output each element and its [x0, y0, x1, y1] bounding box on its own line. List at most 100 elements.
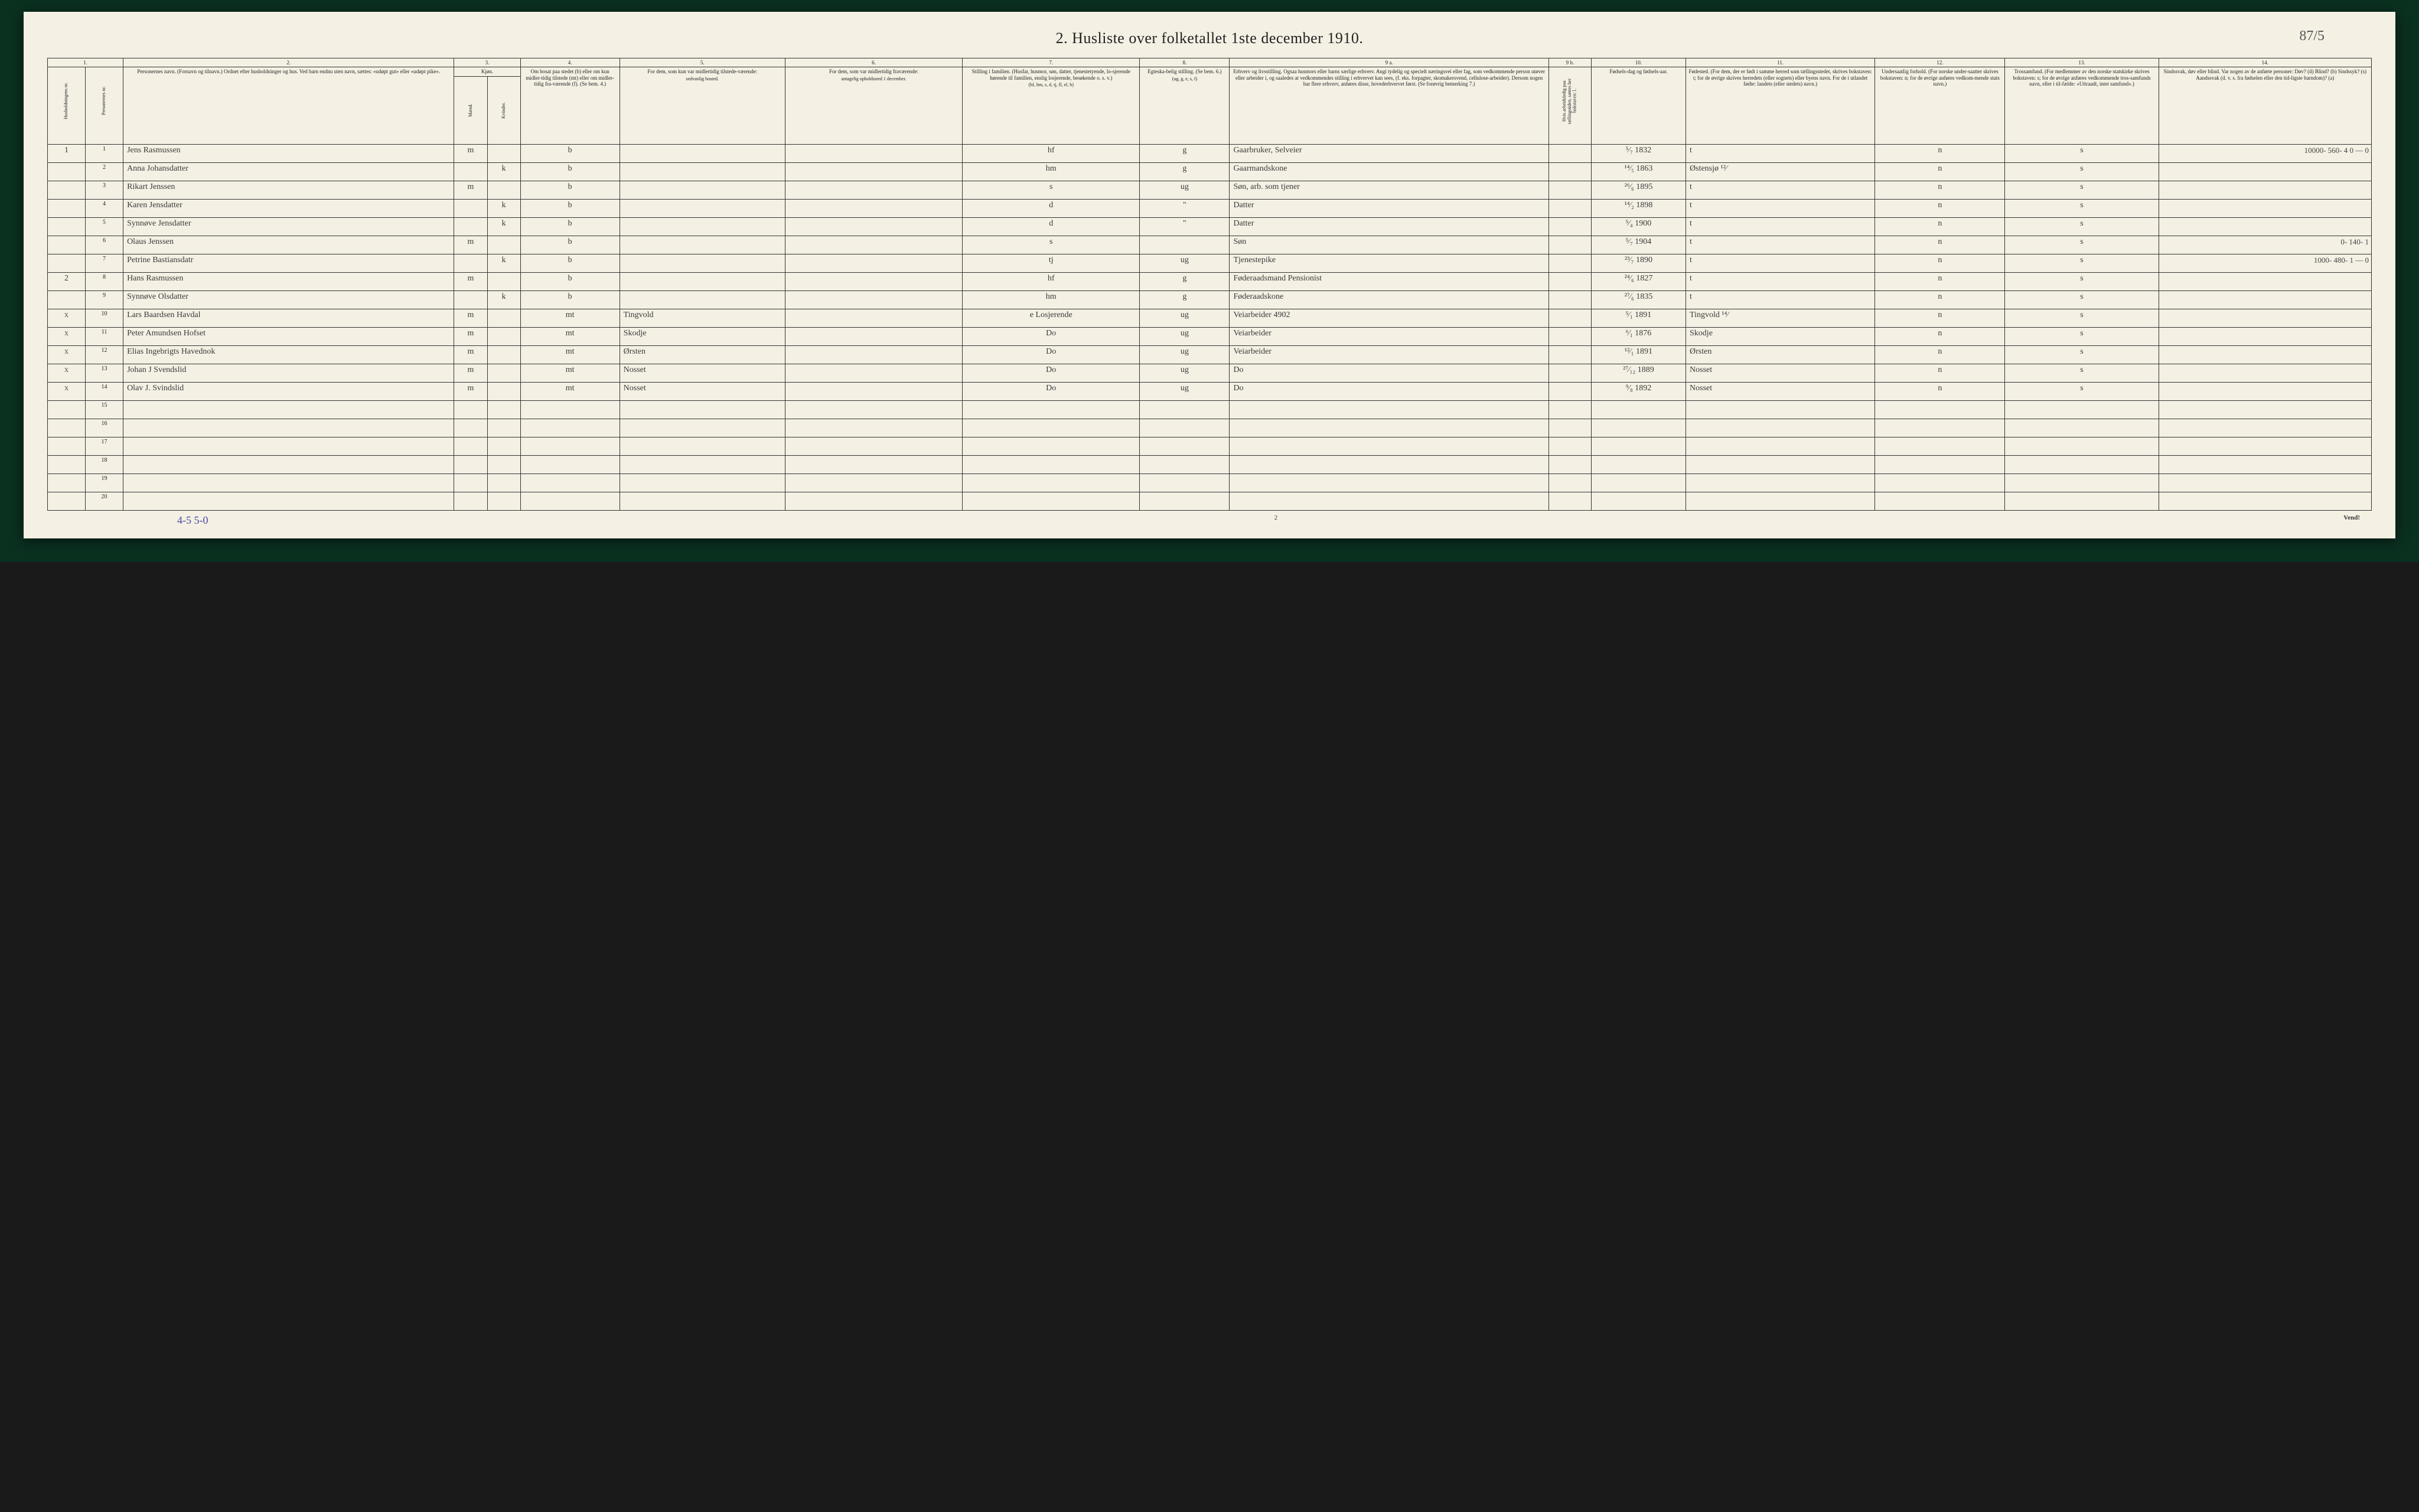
cell-empty — [123, 455, 454, 473]
cell-empty — [1591, 492, 1686, 510]
cell-hh: 1 — [48, 144, 86, 162]
cell-empty — [2005, 473, 2159, 492]
cell-note — [2159, 181, 2371, 199]
cell-place: t — [1686, 217, 1875, 236]
cell-empty — [1548, 473, 1591, 492]
cell-empty — [487, 437, 520, 455]
cell-fam: e Losjerende — [963, 309, 1140, 327]
cell-k — [487, 236, 520, 254]
cell-empty — [1591, 400, 1686, 419]
cell-hh: x — [48, 345, 86, 364]
cell-l — [1548, 290, 1591, 309]
cell-name: Hans Rasmussen — [123, 272, 454, 290]
cell-pn: 4 — [86, 199, 123, 217]
cell-empty — [48, 437, 86, 455]
cell-r6 — [785, 144, 962, 162]
cell-k: k — [487, 162, 520, 181]
cell-mar: g — [1140, 272, 1230, 290]
cell-empty — [1591, 437, 1686, 455]
cell-empty — [620, 455, 785, 473]
cell-note: 10000- 560- 4 0 — 0 — [2159, 144, 2371, 162]
cell-empty: 17 — [86, 437, 123, 455]
cell-r6 — [785, 382, 962, 400]
cell-empty — [2159, 455, 2371, 473]
table-row: 15 — [48, 400, 2372, 419]
cell-k: k — [487, 217, 520, 236]
cell-r5 — [620, 217, 785, 236]
table-row: 6Olaus JenssenmbsSøn⁵⁄₇ 1904tns0- 140- 1 — [48, 236, 2372, 254]
cell-k — [487, 181, 520, 199]
table-row: 5Synnøve Jensdatterkbd"Datter⁵⁄₄ 1900tns — [48, 217, 2372, 236]
cell-res: b — [520, 236, 620, 254]
cell-empty — [1686, 455, 1875, 473]
cell-empty — [1548, 419, 1591, 437]
cell-occ: Søn — [1230, 236, 1548, 254]
cell-res: mt — [520, 327, 620, 345]
cell-place: Nosset — [1686, 382, 1875, 400]
cell-empty — [487, 419, 520, 437]
cell-empty: 18 — [86, 455, 123, 473]
cell-r5: Tingvold — [620, 309, 785, 327]
cell-empty — [2159, 473, 2371, 492]
cell-place: t — [1686, 236, 1875, 254]
cell-nat: n — [1875, 327, 2005, 345]
cell-note — [2159, 309, 2371, 327]
cell-nat: n — [1875, 254, 2005, 272]
hdr-birthplace: Fødested. (For dem, der er født i samme … — [1686, 67, 1875, 144]
cell-r6 — [785, 254, 962, 272]
cell-name: Peter Amundsen Hofset — [123, 327, 454, 345]
cell-pn: 9 — [86, 290, 123, 309]
cell-m — [454, 199, 487, 217]
cell-empty — [1548, 400, 1591, 419]
cell-empty — [454, 455, 487, 473]
cell-place: t — [1686, 181, 1875, 199]
cell-r6 — [785, 327, 962, 345]
cell-mar: ug — [1140, 345, 1230, 364]
cell-nat: n — [1875, 345, 2005, 364]
cell-empty — [785, 492, 962, 510]
cell-pn: 12 — [86, 345, 123, 364]
cell-empty — [1230, 419, 1548, 437]
cell-m: m — [454, 309, 487, 327]
cell-empty — [2005, 492, 2159, 510]
table-row: 4Karen Jensdatterkbd"Datter¹⁴⁄₂ 1898tns — [48, 199, 2372, 217]
cell-r6 — [785, 162, 962, 181]
hdr-name: Personernes navn. (Fornavn og tilnavn.) … — [123, 67, 454, 144]
cell-res: mt — [520, 382, 620, 400]
hdr-residence: Om bosat paa stedet (b) eller om kun mid… — [520, 67, 620, 144]
cell-r5 — [620, 272, 785, 290]
colnum-8: 8. — [1140, 58, 1230, 67]
cell-nat: n — [1875, 162, 2005, 181]
cell-born: ²⁶⁄₆ 1895 — [1591, 181, 1686, 199]
cell-rel: s — [2005, 144, 2159, 162]
cell-pn: 1 — [86, 144, 123, 162]
cell-empty — [1686, 473, 1875, 492]
cell-res: b — [520, 272, 620, 290]
census-page: 87/5 2. Husliste over folketallet 1ste d… — [24, 12, 2395, 538]
table-row: 3Rikart JenssenmbsugSøn, arb. som tjener… — [48, 181, 2372, 199]
hdr-marital: Egteska-belig stilling. (Se bem. 6.) (ug… — [1140, 67, 1230, 144]
cell-mar: g — [1140, 144, 1230, 162]
cell-empty — [2005, 437, 2159, 455]
cell-fam: tj — [963, 254, 1140, 272]
cell-hh: 2 — [48, 272, 86, 290]
cell-name: Lars Baardsen Havdal — [123, 309, 454, 327]
cell-l — [1548, 144, 1591, 162]
cell-rel: s — [2005, 162, 2159, 181]
cell-empty: 19 — [86, 473, 123, 492]
cell-empty — [1875, 400, 2005, 419]
cell-nat: n — [1875, 272, 2005, 290]
cell-empty: 20 — [86, 492, 123, 510]
cell-res: b — [520, 144, 620, 162]
cell-hh — [48, 290, 86, 309]
table-row: x11Peter Amundsen HofsetmmtSkodjeDougVei… — [48, 327, 2372, 345]
cell-empty: 16 — [86, 419, 123, 437]
cell-fam: s — [963, 181, 1140, 199]
cell-name: Johan J Svendslid — [123, 364, 454, 382]
cell-mar: g — [1140, 290, 1230, 309]
cell-hh — [48, 162, 86, 181]
cell-empty — [2159, 492, 2371, 510]
cell-name: Rikart Jenssen — [123, 181, 454, 199]
cell-m — [454, 162, 487, 181]
cell-empty — [620, 437, 785, 455]
